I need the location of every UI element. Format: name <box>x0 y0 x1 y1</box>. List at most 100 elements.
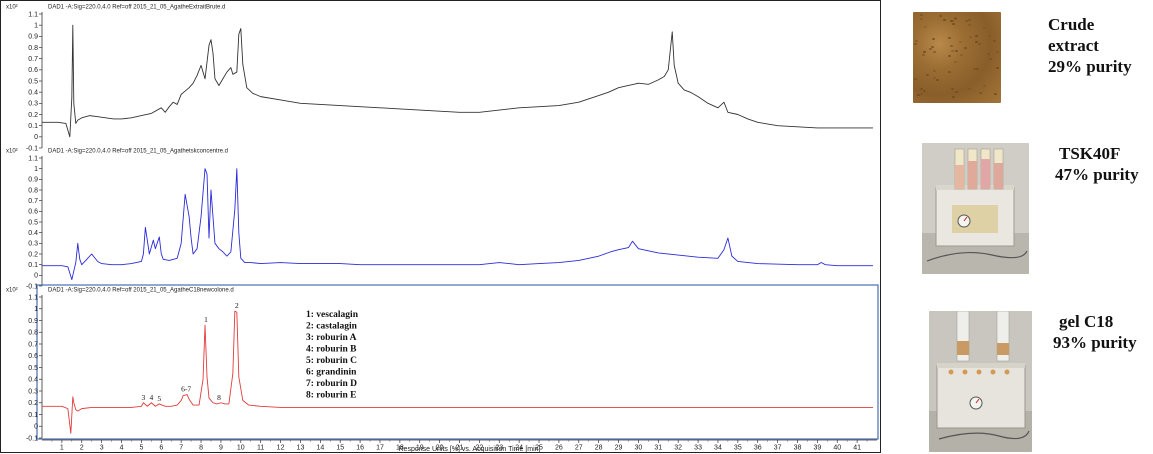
panel-frame <box>36 284 879 440</box>
chromatogram-trace <box>42 310 874 434</box>
x-tick-label: 36 <box>754 445 762 452</box>
y-tick-label: 0.7 <box>28 341 38 348</box>
x-tick-label: 5 <box>139 445 143 452</box>
powder-speck <box>995 50 999 53</box>
y-tick-label: 0.6 <box>28 209 38 216</box>
x-tick-label: 35 <box>734 445 742 452</box>
caption-crude: Crude extract 29% purity <box>1048 14 1132 77</box>
y-tick-label: 0.3 <box>28 101 38 108</box>
caption-tsk40f-line1: TSK40F <box>1059 144 1121 163</box>
x-tick-label: 1 <box>60 445 64 452</box>
compound-legend-item: 5: roburin C <box>306 356 357 366</box>
powder-speck <box>928 48 932 51</box>
powder-speck <box>917 93 921 96</box>
x-tick-label: 33 <box>694 445 702 452</box>
powder-speck <box>919 13 923 16</box>
crude-extract-photo <box>913 12 1001 103</box>
powder-speck <box>977 42 981 45</box>
peak-label: 6-7 <box>181 385 191 394</box>
y-tick-label: 0.2 <box>28 112 38 119</box>
compound-legend-item: 1: vescalagin <box>306 310 359 320</box>
y-tick-label: 1.1 <box>28 294 38 301</box>
powder-speck <box>967 23 971 26</box>
powder-speck <box>988 35 992 37</box>
y-tick-label: 0.2 <box>28 400 38 407</box>
powder-speck <box>973 67 977 70</box>
powder-speck <box>943 18 947 21</box>
y-tick-label: 0 <box>34 273 38 280</box>
x-tick-label: 41 <box>853 445 861 452</box>
y-tick-label: 1.1 <box>28 11 38 18</box>
peak-label: 2 <box>235 301 239 310</box>
panel-header: DAD1 -A:Sig=220.0,4.0 Ref=off 2015_21_05… <box>48 149 228 155</box>
y-tick-label: 1.1 <box>28 155 38 162</box>
x-tick-label: 40 <box>833 445 841 452</box>
chromatogram-figure: DAD1 -A:Sig=220.0,4.0 Ref=off 2015_21_05… <box>0 0 881 453</box>
x-tick-label: 25 <box>535 445 543 452</box>
y-tick-label: 0.2 <box>28 251 38 258</box>
powder-speck <box>982 26 986 29</box>
powder-speck <box>960 54 964 57</box>
powder-speck <box>950 19 954 22</box>
y-exponent: x10² <box>6 288 18 294</box>
y-exponent: x10² <box>6 149 18 155</box>
y-tick-label: 0.8 <box>28 187 38 194</box>
powder-speck <box>925 73 929 76</box>
powder-speck <box>919 17 923 20</box>
powder-speck <box>947 55 951 58</box>
x-tick-label: 16 <box>356 445 364 452</box>
powder-speck <box>954 60 958 63</box>
powder-speck <box>963 46 967 49</box>
y-tick-label: 0.4 <box>28 377 38 384</box>
y-tick-label: 0 <box>34 424 38 431</box>
x-tick-label: 26 <box>555 445 563 452</box>
x-tick-label: 34 <box>714 445 722 452</box>
powder-speck <box>935 78 939 81</box>
powder-speck <box>968 18 972 21</box>
powder-speck <box>954 16 958 19</box>
x-tick-label: 21 <box>456 445 464 452</box>
x-tick-label: 20 <box>436 445 444 452</box>
powder-speck <box>951 87 955 90</box>
y-tick-label: -0.1 <box>26 283 38 290</box>
caption-tsk40f-line2: 47% purity <box>1055 165 1139 184</box>
powder-speck <box>951 96 955 99</box>
y-tick-label: 0.6 <box>28 353 38 360</box>
y-tick-label: 0.3 <box>28 241 38 248</box>
powder-speck <box>947 71 951 74</box>
powder-speck <box>996 67 1000 70</box>
gel-c18-column-illustration <box>929 311 1032 452</box>
powder-speck <box>947 36 951 39</box>
powder-speck <box>954 50 958 53</box>
powder-speck <box>982 85 986 88</box>
y-tick-label: 0.9 <box>28 177 38 184</box>
chromatogram-trace <box>42 168 874 281</box>
peak-label: 1 <box>204 315 208 324</box>
y-tick-label: 0.1 <box>28 262 38 269</box>
y-tick-label: -0.1 <box>26 435 38 442</box>
chromatogram-panel-2: DAD1 -A:Sig=220.0,4.0 Ref=off 2015_21_05… <box>6 149 874 290</box>
y-tick-label: 0.7 <box>28 198 38 205</box>
x-tick-label: 17 <box>376 445 384 452</box>
x-axis-title: Response Units [%] vs. Acquisition Time … <box>399 446 541 453</box>
panel-header: DAD1 -A:Sig=220.0,4.0 Ref=off 2015_21_05… <box>48 5 225 11</box>
powder-speck <box>965 19 969 22</box>
x-tick-label: 6 <box>159 445 163 452</box>
powder-speck <box>922 53 926 56</box>
y-tick-label: 0.4 <box>28 89 38 96</box>
figure-border <box>0 0 881 453</box>
compound-legend-item: 6: grandinin <box>306 368 357 378</box>
peak-label: 4 <box>149 393 153 402</box>
powder-speck <box>919 92 923 95</box>
x-tick-label: 15 <box>336 445 344 452</box>
peak-label: 5 <box>157 394 161 403</box>
y-tick-label: 0.9 <box>28 34 38 41</box>
x-tick-label: 29 <box>615 445 623 452</box>
gel-c18-column-photo <box>929 311 1032 452</box>
caption-crude-line3: 29% purity <box>1048 57 1132 76</box>
x-tick-label: 38 <box>794 445 802 452</box>
x-tick-label: 12 <box>277 445 285 452</box>
y-tick-label: 0.8 <box>28 45 38 52</box>
y-tick-label: 0.8 <box>28 330 38 337</box>
panel-header: DAD1 -A:Sig=220.0,4.0 Ref=off 2015_21_05… <box>48 288 234 294</box>
